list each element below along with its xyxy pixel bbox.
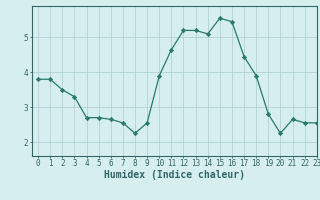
X-axis label: Humidex (Indice chaleur): Humidex (Indice chaleur) <box>104 170 245 180</box>
